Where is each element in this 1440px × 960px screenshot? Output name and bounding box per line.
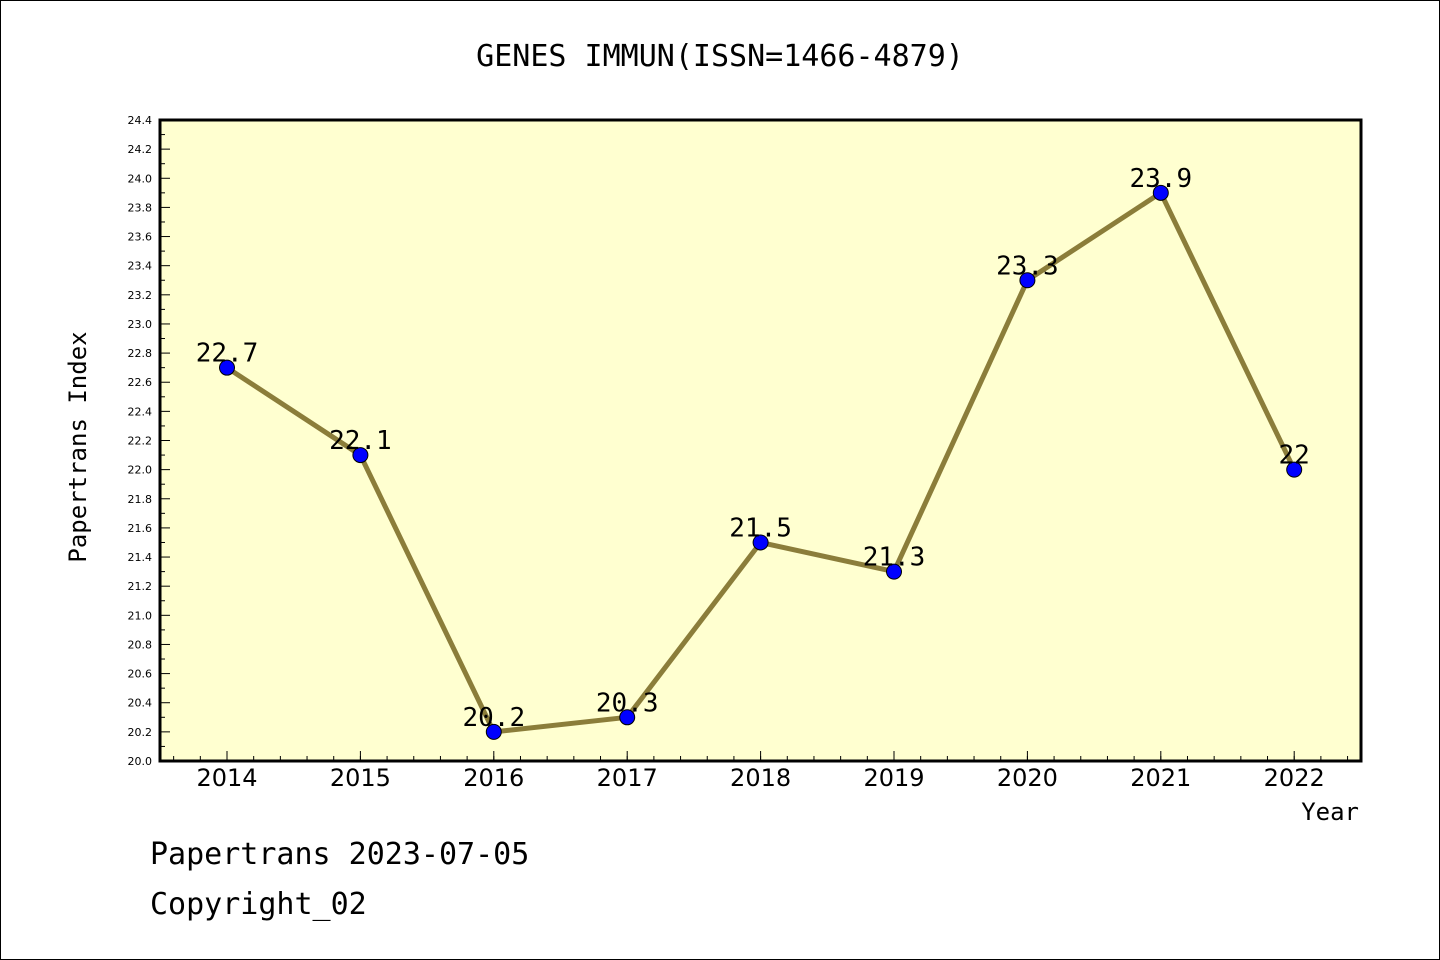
- x-tick-label: 2015: [330, 764, 391, 792]
- data-point: [1019, 272, 1036, 289]
- y-tick-label: 20.6: [128, 668, 153, 681]
- data-point: [485, 723, 502, 740]
- x-tick-label: 2021: [1130, 764, 1191, 792]
- x-axis: 2014 2015 2016 2017 2018 2019 2020 2021 2022: [173, 751, 1349, 792]
- y-tick-label: 24.4: [128, 114, 153, 127]
- y-tick-label: 20.4: [128, 697, 153, 710]
- y-tick-label: 23.0: [128, 318, 153, 331]
- data-point: [886, 563, 902, 580]
- y-tick-label: 23.8: [128, 201, 153, 214]
- data-label: 21.5: [729, 513, 792, 543]
- data-point: [619, 709, 636, 726]
- y-tick-label: 21.0: [128, 609, 153, 622]
- data-label: 21.3: [863, 543, 926, 573]
- y-tick-label: 22.0: [128, 464, 153, 477]
- y-tick-label: 21.8: [128, 493, 153, 506]
- y-tick-label: 24.2: [128, 143, 153, 156]
- data-label: 23.3: [996, 251, 1059, 281]
- y-tick-label: 20.2: [128, 726, 153, 739]
- x-tick-label: 2016: [463, 764, 524, 792]
- y-tick-label: 24.0: [128, 172, 153, 185]
- y-tick-label: 22.6: [128, 376, 153, 389]
- y-tick-label: 21.6: [128, 522, 153, 535]
- data-label: 23.9: [1129, 164, 1192, 194]
- data-point: [352, 447, 369, 464]
- y-tick-label: 20.0: [128, 755, 153, 768]
- chart-title: GENES IMMUN(ISSN=1466-4879): [476, 39, 964, 74]
- x-tick-label: 2022: [1264, 764, 1325, 792]
- data-point: [1152, 184, 1169, 201]
- data-label: 20.2: [462, 703, 525, 733]
- x-tick-label: 2017: [597, 764, 658, 792]
- x-tick-label: 2014: [196, 764, 257, 792]
- data-label: 20.3: [596, 688, 659, 718]
- y-tick-label: 23.6: [128, 231, 153, 244]
- y-tick-label: 22.2: [128, 435, 153, 448]
- data-label: 22.1: [329, 426, 392, 456]
- footer-copyright: Copyright_02: [150, 887, 367, 922]
- y-tick-label: 23.2: [128, 289, 153, 302]
- plot-area: [158, 118, 1363, 763]
- y-axis: 20.0 20.2 20.4 20.6 20.8 21.0 21.2 21.4 21.6 21.8…: [128, 114, 170, 768]
- data-label: 22.7: [196, 339, 259, 369]
- x-axis-label: Year: [1301, 798, 1359, 826]
- data-label: 22: [1279, 441, 1310, 471]
- y-tick-label: 21.2: [128, 580, 153, 593]
- data-points: [219, 184, 1303, 740]
- x-tick-label: 2018: [730, 764, 791, 792]
- data-point: [752, 534, 769, 551]
- y-tick-label: 20.8: [128, 638, 153, 651]
- footer-date: Papertrans 2023-07-05: [150, 837, 529, 872]
- y-tick-label: 22.4: [128, 405, 153, 418]
- data-labels: 22.7 22.1 20.2 20.3 21.5 21.3 23.3 23.9 22: [196, 164, 1310, 733]
- x-tick-label: 2019: [863, 764, 924, 792]
- data-point: [219, 359, 235, 376]
- y-tick-label: 21.4: [128, 551, 153, 564]
- x-tick-label: 2020: [997, 764, 1058, 792]
- y-tick-label: 23.4: [128, 260, 153, 273]
- y-tick-label: 22.8: [128, 347, 153, 360]
- data-point: [1286, 461, 1303, 478]
- y-axis-label: Papertrans Index: [64, 331, 92, 562]
